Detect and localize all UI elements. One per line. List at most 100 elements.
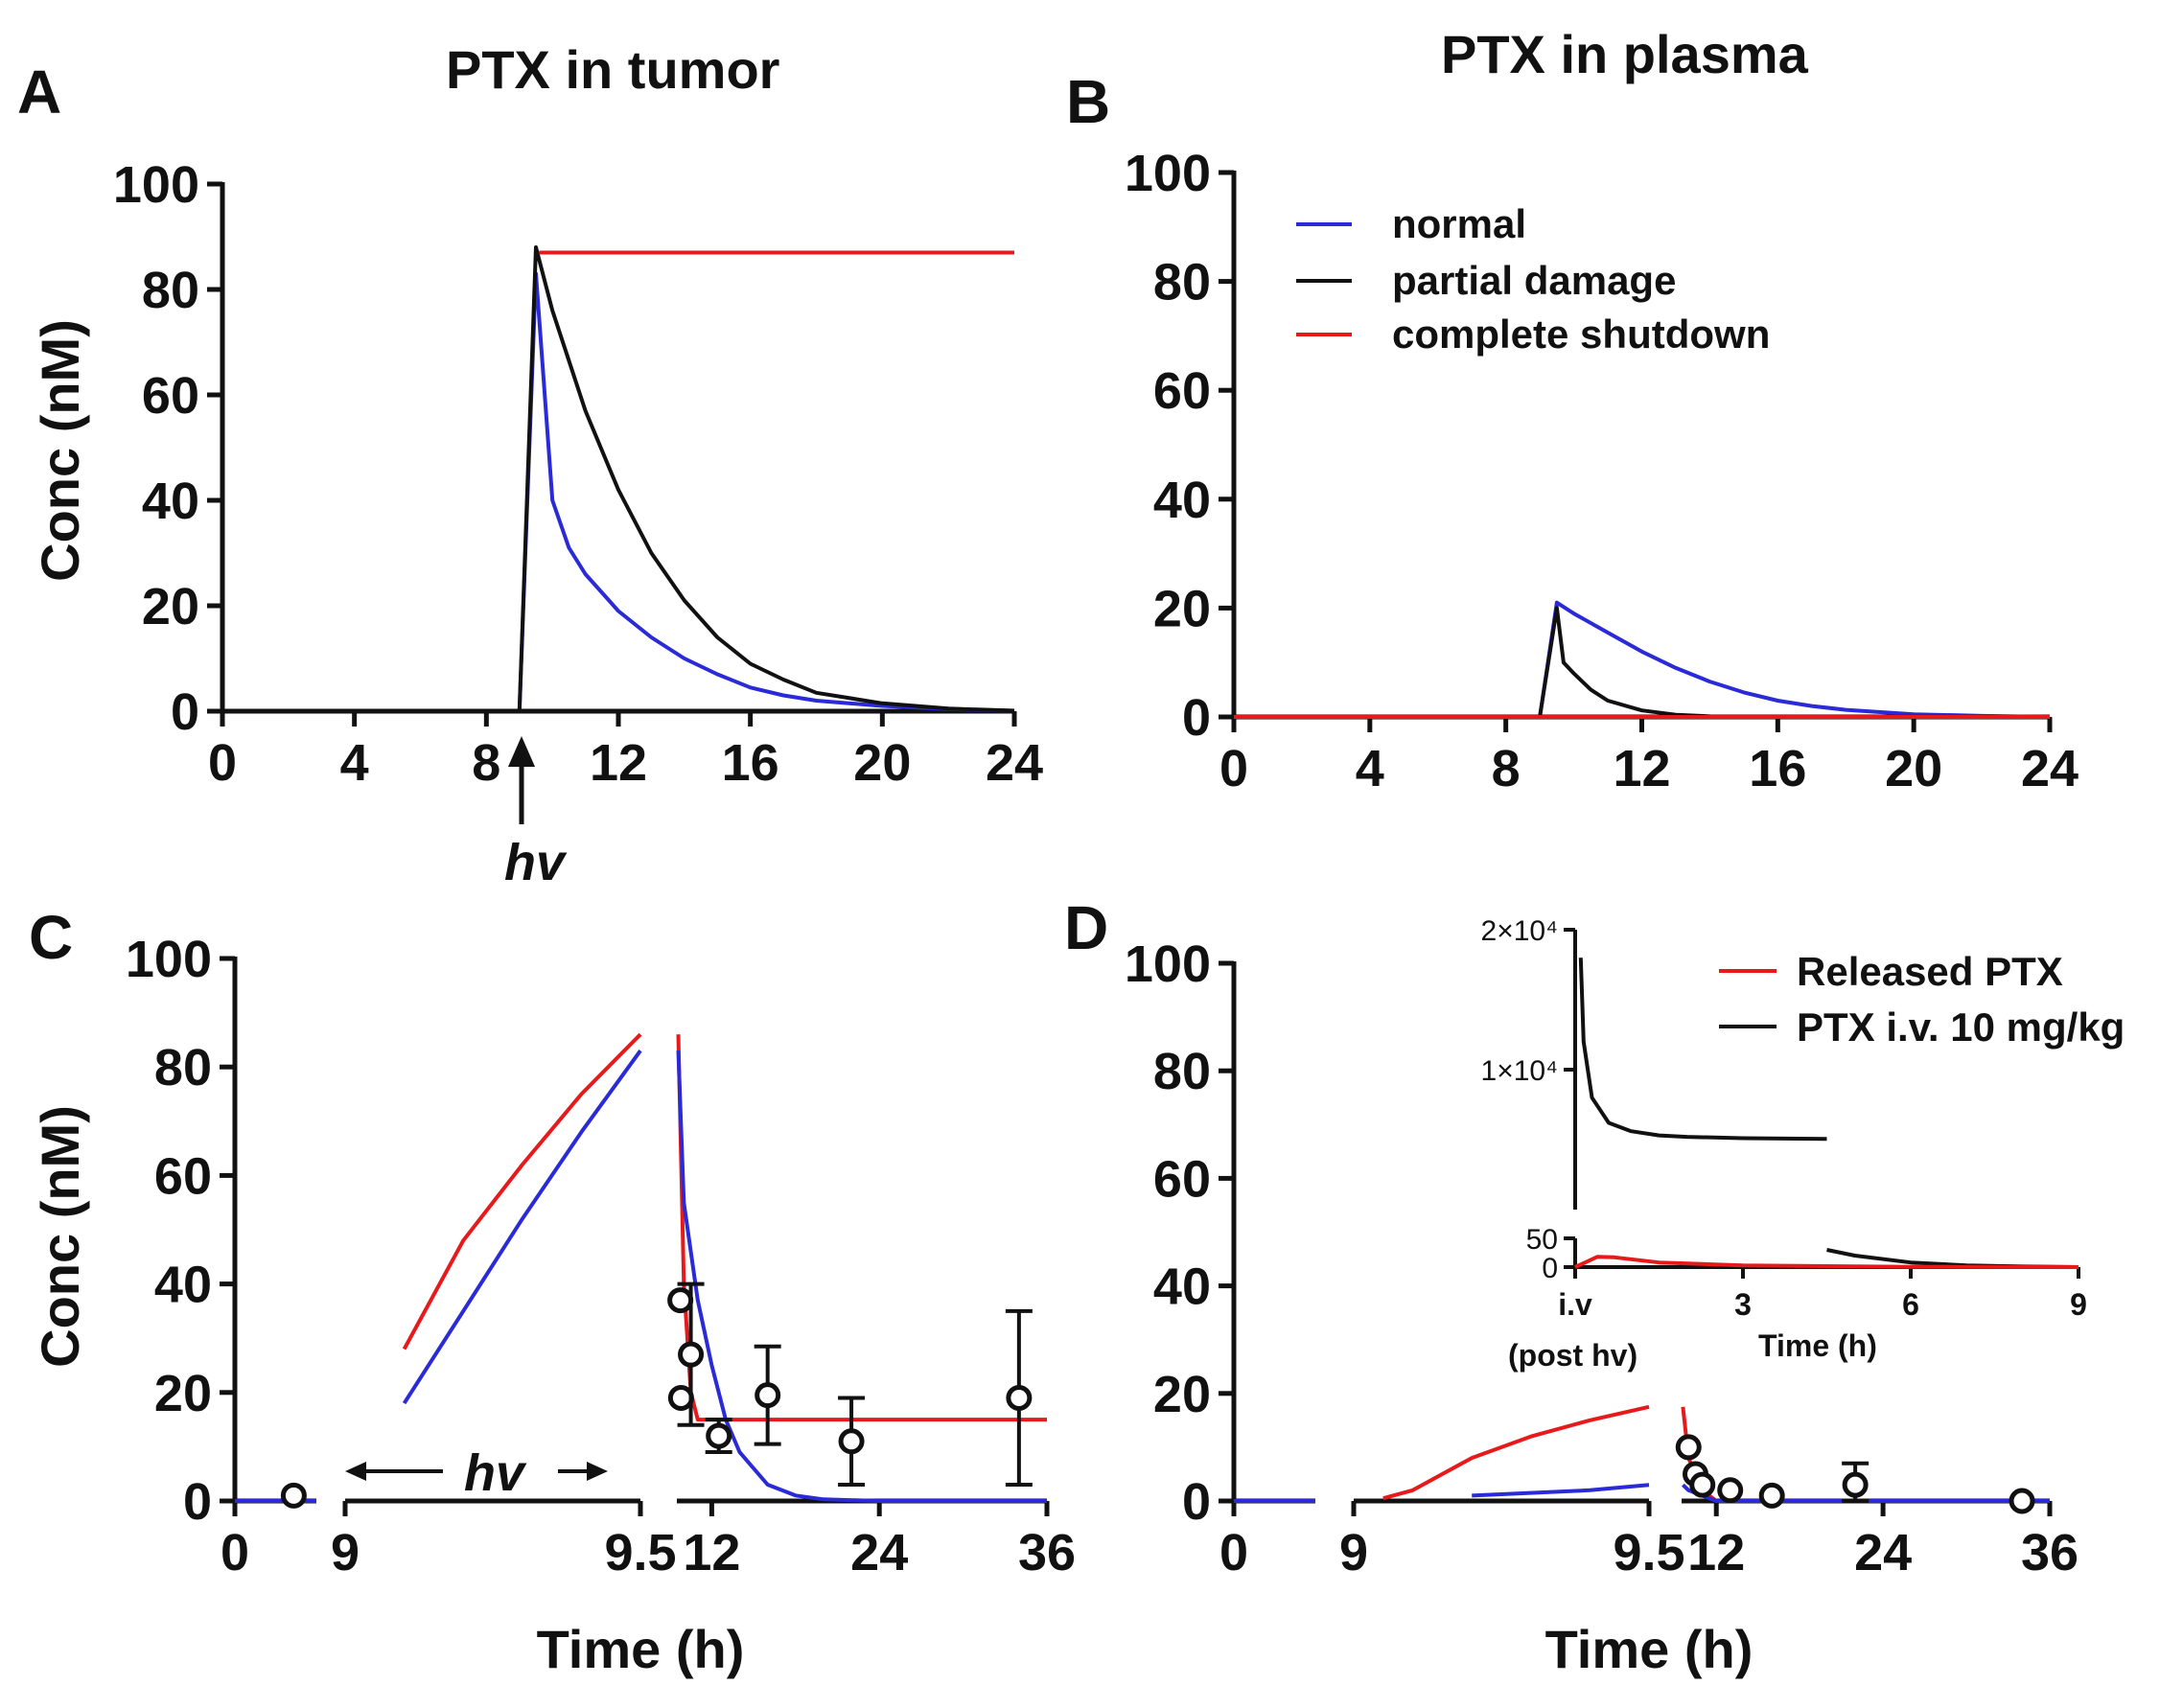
- panel-c-data-point: [667, 1384, 694, 1411]
- panel-c-xtick-label: 36: [1018, 1524, 1076, 1581]
- panel-b-series-normal: [1234, 600, 2051, 719]
- panel-c-ytick-label: 60: [154, 1147, 212, 1205]
- panel-b-xtick-label: 16: [1749, 740, 1806, 797]
- inset-xtick-note: (post hv): [1508, 1338, 1637, 1373]
- panel-a-xtick-label: 24: [986, 734, 1043, 792]
- panel-c-xtick-label: 9.5: [604, 1524, 676, 1581]
- panel-b-ytick-label: 20: [1153, 580, 1211, 637]
- hv-arrow-a: [508, 736, 535, 824]
- hv-arrows-c: [345, 1462, 608, 1481]
- panel-c-ytick-label: 0: [183, 1473, 212, 1531]
- panel-d-data-point: [1675, 1434, 1702, 1461]
- panel-a-ytick-label: 80: [142, 262, 199, 319]
- panel-c-xtick-label: 12: [683, 1524, 740, 1581]
- panel-c-ytick-label: 80: [154, 1039, 212, 1096]
- panel-d-data-point: [2009, 1488, 2035, 1514]
- ylabel-a: Conc (nM): [30, 319, 90, 582]
- panel-d-xtick-label: 36: [2021, 1524, 2078, 1581]
- panel-a-xtick-label: 20: [853, 734, 911, 792]
- panel-a-xtick-label: 0: [208, 734, 237, 792]
- inset-ytick-label: 2×10⁴: [1481, 915, 1558, 947]
- panel-a-xtick-label: 16: [722, 734, 779, 792]
- inset-xtick-label: 6: [1902, 1287, 1919, 1322]
- panel-d-ytick-label: 80: [1153, 1043, 1211, 1100]
- panel-c-data-point: [678, 1341, 705, 1368]
- panel-d-series-released-ptx-model-: [1382, 1404, 1650, 1501]
- panel-d-ytick-label: 0: [1182, 1473, 1211, 1531]
- panel-b-xtick-label: 0: [1219, 740, 1248, 797]
- panel-b-letter: B: [1066, 67, 1110, 136]
- inset-ytick-label: 50: [1526, 1224, 1558, 1256]
- panel-c-letter: C: [29, 903, 73, 972]
- inset-xtick-label: i.v: [1558, 1287, 1592, 1322]
- ylabel-c: Conc (nM): [30, 1105, 90, 1368]
- panel-a-series-normal: [222, 271, 1015, 713]
- panel-b-xtick-label: 8: [1492, 740, 1521, 797]
- panel-a-series-partial-damage: [222, 245, 1015, 713]
- panel-d-ytick-label: 60: [1153, 1150, 1211, 1208]
- xlabel-d: Time (h): [1545, 1619, 1753, 1679]
- panel-d-data-point: [1842, 1471, 1869, 1498]
- panel-a-ytick-label: 40: [142, 473, 199, 530]
- panel-b-ytick-label: 100: [1125, 145, 1211, 202]
- panel-d-ytick-label: 40: [1153, 1258, 1211, 1316]
- panel-d-data-point: [1758, 1482, 1785, 1509]
- legend-d: Released PTX PTX i.v. 10 mg/kg: [1719, 949, 2125, 1050]
- panel-d-ytick-label: 100: [1125, 935, 1211, 993]
- panel-c-series-released-ptx-model-: [402, 1032, 642, 1350]
- panel-a-ytick-label: 100: [113, 156, 199, 214]
- panel-a-title: PTX in tumor: [446, 39, 779, 100]
- inset-series-ptx-i-v-10-mg-kg: [1578, 958, 1827, 1142]
- panel-d-data-point: [1689, 1471, 1716, 1498]
- panel-c-series-released-ptx-model-: [676, 1034, 1047, 1422]
- panel-d-ytick-label: 20: [1153, 1366, 1211, 1423]
- panel-d-xtick-label: 24: [1854, 1524, 1912, 1581]
- panel-a-xtick-label: 4: [340, 734, 369, 792]
- panel-d-letter: D: [1064, 893, 1108, 962]
- legend-b: normal partial damage complete shutdown: [1296, 201, 1770, 357]
- panel-c-xtick-label: 9: [331, 1524, 360, 1581]
- panel-b-xtick-label: 24: [2021, 740, 2078, 797]
- panel-a-xtick-label: 8: [472, 734, 500, 792]
- panel-a-letter: A: [17, 58, 61, 127]
- panel-c-data-point: [280, 1482, 307, 1509]
- panel-b-xtick-label: 4: [1356, 740, 1384, 797]
- inset-xtick-label: 9: [2070, 1287, 2087, 1322]
- inset-xlabel: Time (h): [1758, 1328, 1877, 1363]
- panel-c-data-point: [667, 1287, 694, 1314]
- panel-a-xtick-label: 12: [590, 734, 647, 792]
- legend-b-normal: normal: [1392, 201, 1526, 246]
- panel-d-series-normal-model-: [1472, 1483, 1650, 1498]
- panel-c-xtick-label: 0: [221, 1524, 249, 1581]
- panel-b-xtick-label: 12: [1613, 740, 1670, 797]
- panel-d-data-point: [1717, 1477, 1744, 1504]
- panel-d-xtick-label: 12: [1687, 1524, 1745, 1581]
- panel-a-ytick-label: 60: [142, 367, 199, 425]
- panel-b-ytick-label: 60: [1153, 362, 1211, 420]
- inset-series-released-ptx: [1574, 1255, 2079, 1269]
- legend-d-iv: PTX i.v. 10 mg/kg: [1797, 1004, 2125, 1050]
- panel-d-xtick-label: 9.5: [1613, 1524, 1684, 1581]
- panel-d-xtick-label: 9: [1339, 1524, 1368, 1581]
- legend-b-complete: complete shutdown: [1392, 312, 1770, 357]
- panel-c-ytick-label: 40: [154, 1257, 212, 1314]
- panel-b-series-partial-damage: [1234, 606, 2051, 719]
- inset-ytick-label: 1×10⁴: [1481, 1055, 1558, 1087]
- panel-b-ytick-label: 0: [1182, 689, 1211, 747]
- panel-c-data-point: [755, 1382, 781, 1409]
- panel-b-xtick-label: 20: [1885, 740, 1942, 797]
- panel-b-title: PTX in plasma: [1441, 24, 1809, 84]
- legend-b-partial: partial damage: [1392, 258, 1676, 303]
- panel-b-ytick-label: 80: [1153, 254, 1211, 312]
- legend-d-released: Released PTX: [1797, 949, 2063, 994]
- xlabel-c: Time (h): [537, 1619, 745, 1679]
- panel-b-ytick-label: 40: [1153, 472, 1211, 529]
- panel-c-data-point: [1006, 1384, 1033, 1411]
- panel-a-ytick-label: 20: [142, 578, 199, 635]
- panel-c-series-normal-model-: [676, 1050, 1047, 1503]
- panel-c-data-point: [706, 1422, 732, 1449]
- inset-xtick-label: 3: [1734, 1287, 1752, 1322]
- inset-ytick-label: 0: [1542, 1253, 1558, 1284]
- panel-c-series-normal-model-: [402, 1050, 642, 1405]
